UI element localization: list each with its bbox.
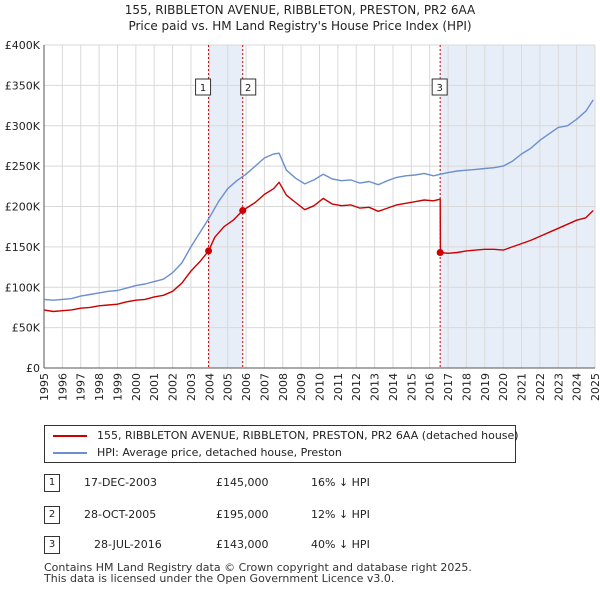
marker-box (195, 78, 212, 96)
y-tick-label: £300K (5, 120, 41, 133)
table-row: 1 17-DEC-2003 £145,000 16% ↓ HPI (44, 474, 474, 492)
x-tick-label: 2017 (442, 373, 455, 401)
x-tick-label: 2022 (534, 373, 547, 401)
marker-box (240, 78, 257, 96)
marker-badge-3: 3 (431, 78, 448, 96)
price-paid-line (43, 181, 594, 313)
table-row: 3 28-JUL-2016 £143,000 40% ↓ HPI (44, 536, 474, 554)
footer-copyright: Contains HM Land Registry data © Crown c… (44, 561, 472, 574)
y-tick-label: £100K (5, 281, 41, 294)
marker-label: 2 (245, 83, 251, 94)
transaction-date: 28-JUL-2016 (94, 538, 162, 551)
x-tick-label: 2023 (552, 373, 565, 401)
chart-subtitle: Price paid vs. HM Land Registry's House … (128, 19, 472, 33)
hpi-line (43, 99, 594, 301)
x-tick-label: 1996 (56, 373, 69, 401)
x-tick-label: 2009 (295, 373, 308, 401)
transaction-date: 28-OCT-2005 (84, 508, 157, 521)
x-tick-label: 2008 (277, 373, 290, 401)
x-tick-label: 2013 (369, 373, 382, 401)
x-tick-label: 2025 (589, 373, 600, 401)
transaction-price: £195,000 (216, 508, 269, 521)
y-tick-label: £350K (5, 79, 41, 92)
x-tick-label: 2011 (332, 373, 345, 401)
x-tick-label: 2012 (350, 373, 363, 401)
transaction-number: 2 (44, 506, 60, 524)
x-tick-label: 2021 (516, 373, 529, 401)
legend-hpi-label: HPI: Average price, detached house, Pres… (97, 446, 342, 459)
x-tick-label: 1999 (111, 373, 124, 401)
chart-title: 155, RIBBLETON AVENUE, RIBBLETON, PRESTO… (124, 3, 476, 17)
legend-price-swatch (53, 435, 87, 437)
marker-label: 3 (436, 83, 442, 94)
transaction-hpi: 40% ↓ HPI (311, 538, 370, 551)
transaction-date: 17-DEC-2003 (84, 476, 158, 489)
sale-point-1 (205, 247, 213, 255)
x-tick-label: 2018 (460, 373, 473, 401)
table-row: 2 28-OCT-2005 £195,000 12% ↓ HPI (44, 506, 474, 524)
marker-label: 1 (200, 83, 206, 94)
x-tick-label: 2001 (148, 373, 161, 401)
x-tick-label: 1995 (38, 373, 51, 401)
y-tick-label: £250K (5, 160, 41, 173)
marker-box (431, 78, 448, 96)
transaction-price: £145,000 (216, 476, 269, 489)
legend-price-label: 155, RIBBLETON AVENUE, RIBBLETON, PRESTO… (97, 429, 519, 442)
x-tick-label: 1998 (93, 373, 106, 401)
x-tick-label: 2005 (222, 373, 235, 401)
x-tick-label: 2003 (185, 373, 198, 401)
legend: 155, RIBBLETON AVENUE, RIBBLETON, PRESTO… (44, 425, 519, 463)
x-tick-label: 2020 (497, 373, 510, 401)
x-tick-label: 2006 (240, 373, 253, 401)
y-tick-label: £50K (12, 322, 41, 335)
x-tick-label: 2010 (314, 373, 327, 401)
footer-licence: This data is licensed under the Open Gov… (44, 572, 395, 585)
legend-hpi-swatch (53, 452, 87, 454)
x-tick-label: 2004 (203, 373, 216, 401)
x-tick-label: 2019 (479, 373, 492, 401)
x-tick-label: 2000 (130, 373, 143, 401)
sale-point-3 (436, 249, 444, 257)
transaction-number: 3 (44, 536, 60, 554)
y-tick-label: £200K (5, 201, 41, 214)
x-tick-label: 2015 (405, 373, 418, 401)
y-tick-label: £400K (5, 39, 41, 52)
x-tick-label: 2007 (258, 373, 271, 401)
marker-badge-2: 2 (240, 78, 257, 96)
price-chart: £0 £50K £100K £150K £200K £250K £300K £350K £400… (5, 39, 600, 401)
marker-badge-1: 1 (195, 78, 212, 96)
transaction-hpi: 16% ↓ HPI (311, 476, 370, 489)
y-tick-label: £0 (26, 362, 40, 375)
x-tick-label: 2014 (387, 373, 400, 401)
y-tick-label: £150K (5, 241, 41, 254)
transaction-number: 1 (44, 474, 60, 492)
transaction-hpi: 12% ↓ HPI (311, 508, 370, 521)
sale-point-2 (239, 207, 247, 215)
x-tick-label: 2002 (167, 373, 180, 401)
transaction-price: £143,000 (216, 538, 269, 551)
x-tick-label: 2024 (571, 373, 584, 401)
x-tick-label: 1997 (75, 373, 88, 401)
x-tick-label: 2016 (424, 373, 437, 401)
